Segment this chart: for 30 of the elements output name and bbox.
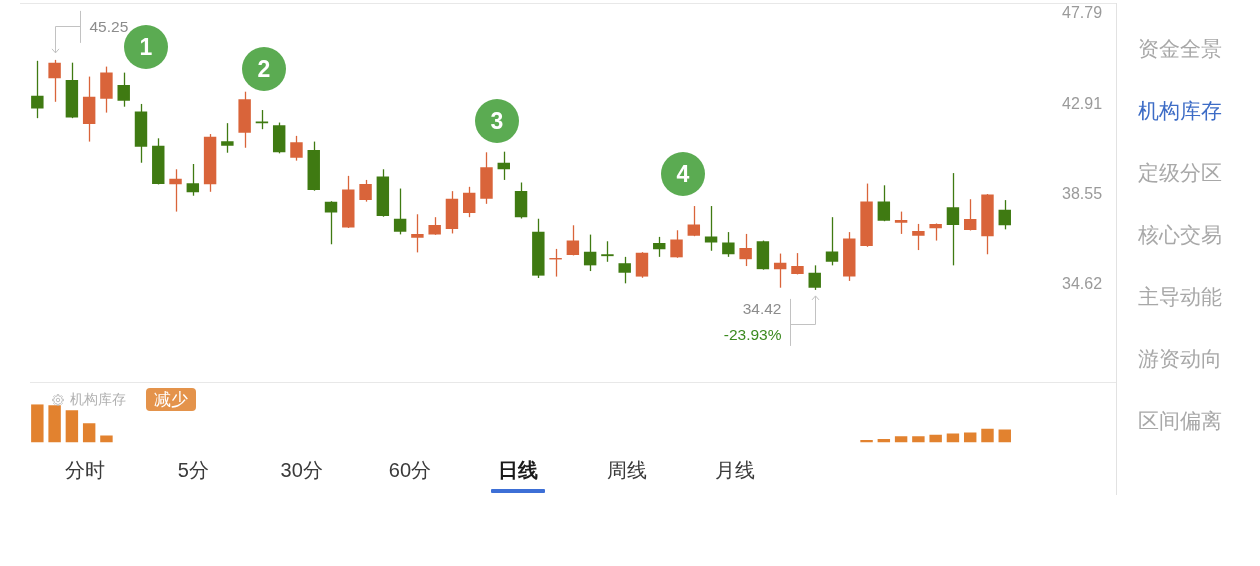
text: 日线 xyxy=(498,459,539,481)
text: 区间偏离 xyxy=(1138,408,1222,432)
text: 60分 xyxy=(388,459,432,481)
numbered-circle: 3 xyxy=(475,99,519,143)
badge: 减少 xyxy=(146,388,196,411)
text: 定级分区 xyxy=(1138,160,1222,184)
text: 30分 xyxy=(280,459,323,481)
text: 月线 xyxy=(714,459,755,481)
text: 机构库存 xyxy=(1138,98,1222,122)
annotation: 3 xyxy=(490,107,504,134)
text: 5分 xyxy=(177,459,209,481)
y-tick-label: 47.79 xyxy=(1062,4,1103,22)
chart-title: 机构库存 xyxy=(70,391,126,407)
annotation: 34.42 xyxy=(742,300,782,318)
y-tick-label: 38.55 xyxy=(1062,185,1103,203)
text: 主导动能 xyxy=(1138,284,1222,308)
text: 游资动向 xyxy=(1138,346,1222,370)
text: 核心交易 xyxy=(1138,222,1222,246)
annotation: 减少 xyxy=(154,390,188,409)
text: 周线 xyxy=(606,459,647,481)
text: 分时 xyxy=(65,459,105,481)
annotation: 4 xyxy=(676,160,690,187)
annotation: -23.93% xyxy=(723,326,782,344)
numbered-circle: 4 xyxy=(661,152,705,196)
y-tick-label: 42.91 xyxy=(1062,94,1103,112)
numbered-circle: 2 xyxy=(242,47,286,91)
annotation: 2 xyxy=(257,55,271,82)
annotation: 1 xyxy=(139,33,153,60)
text: 资金全景 xyxy=(1138,36,1222,60)
y-tick-label: 34.62 xyxy=(1062,275,1103,293)
